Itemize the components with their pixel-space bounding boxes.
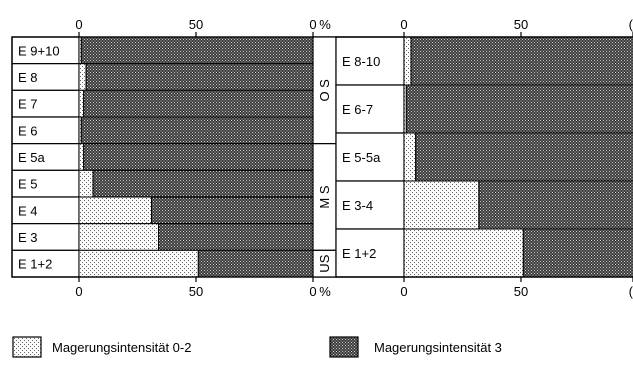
- group-label: US: [317, 254, 332, 272]
- category-label: E 7: [18, 97, 38, 112]
- legend-label: Magerungsintensität 0-2: [52, 340, 191, 355]
- bar-segment: [92, 169, 314, 198]
- tick-label-bottom: 50: [514, 284, 528, 299]
- category-cell: [335, 36, 405, 86]
- legend-swatch: [329, 336, 359, 358]
- category-cell: [11, 169, 80, 198]
- category-label: E 5-5a: [342, 150, 381, 165]
- category-cell: [335, 84, 405, 134]
- tick-label-top: 0: [400, 17, 407, 32]
- tick-label-top: 50: [189, 17, 203, 32]
- group-label: M S: [317, 185, 332, 208]
- category-label: E 1+2: [18, 257, 52, 272]
- bar-segment: [80, 36, 314, 65]
- tick-label-bottom: 0: [75, 284, 82, 299]
- tick-label-top: 0: [309, 17, 316, 32]
- tick-label-top: (: [629, 17, 633, 32]
- tick-label-top: 50: [514, 17, 528, 32]
- bar-segment: [403, 132, 417, 182]
- legend-label: Magerungsintensität 3: [374, 340, 502, 355]
- bar-segment: [78, 196, 153, 225]
- bar-segment: [78, 249, 199, 278]
- bar-segment: [85, 63, 314, 91]
- bar-segment: [78, 63, 87, 91]
- bar-segment: [522, 228, 633, 278]
- tick-label-top: 0: [75, 17, 82, 32]
- bar-segment: [403, 36, 412, 86]
- bar-segment: [410, 36, 633, 86]
- unit-label-bottom: %: [319, 284, 331, 299]
- group-label: O S: [317, 79, 332, 102]
- bar-segment: [78, 143, 85, 171]
- bar-segment: [478, 180, 633, 230]
- category-label: E 6-7: [342, 102, 373, 117]
- bar-segment: [78, 223, 160, 251]
- category-cell: [335, 228, 405, 278]
- bar-segment: [83, 143, 314, 171]
- category-label: E 1+2: [342, 246, 376, 261]
- category-label: E 3: [18, 230, 38, 245]
- category-label: E 5a: [18, 150, 46, 165]
- legend-swatch: [12, 336, 42, 358]
- bar-segment: [158, 223, 314, 251]
- bar-segment: [80, 116, 314, 145]
- bar-segment: [197, 249, 314, 278]
- bar-segment: [403, 180, 480, 230]
- category-label: E 8: [18, 70, 38, 85]
- bar-segment: [151, 196, 314, 225]
- category-label: E 3-4: [342, 198, 373, 213]
- bar-segment: [403, 228, 524, 278]
- bar-segment: [405, 84, 633, 134]
- bar-segment: [78, 89, 85, 118]
- unit-label-top: %: [319, 17, 331, 32]
- tick-label-bottom: (: [629, 284, 633, 299]
- category-label: E 8-10: [342, 54, 380, 69]
- tick-label-bottom: 0: [309, 284, 316, 299]
- category-label: E 9+10: [18, 43, 60, 58]
- category-label: E 6: [18, 123, 38, 138]
- bar-segment: [415, 132, 633, 182]
- bar-segment: [78, 169, 94, 198]
- bar-segment: [83, 89, 314, 118]
- category-label: E 5: [18, 177, 38, 192]
- tick-label-bottom: 50: [189, 284, 203, 299]
- tick-label-bottom: 0: [400, 284, 407, 299]
- category-label: E 4: [18, 203, 38, 218]
